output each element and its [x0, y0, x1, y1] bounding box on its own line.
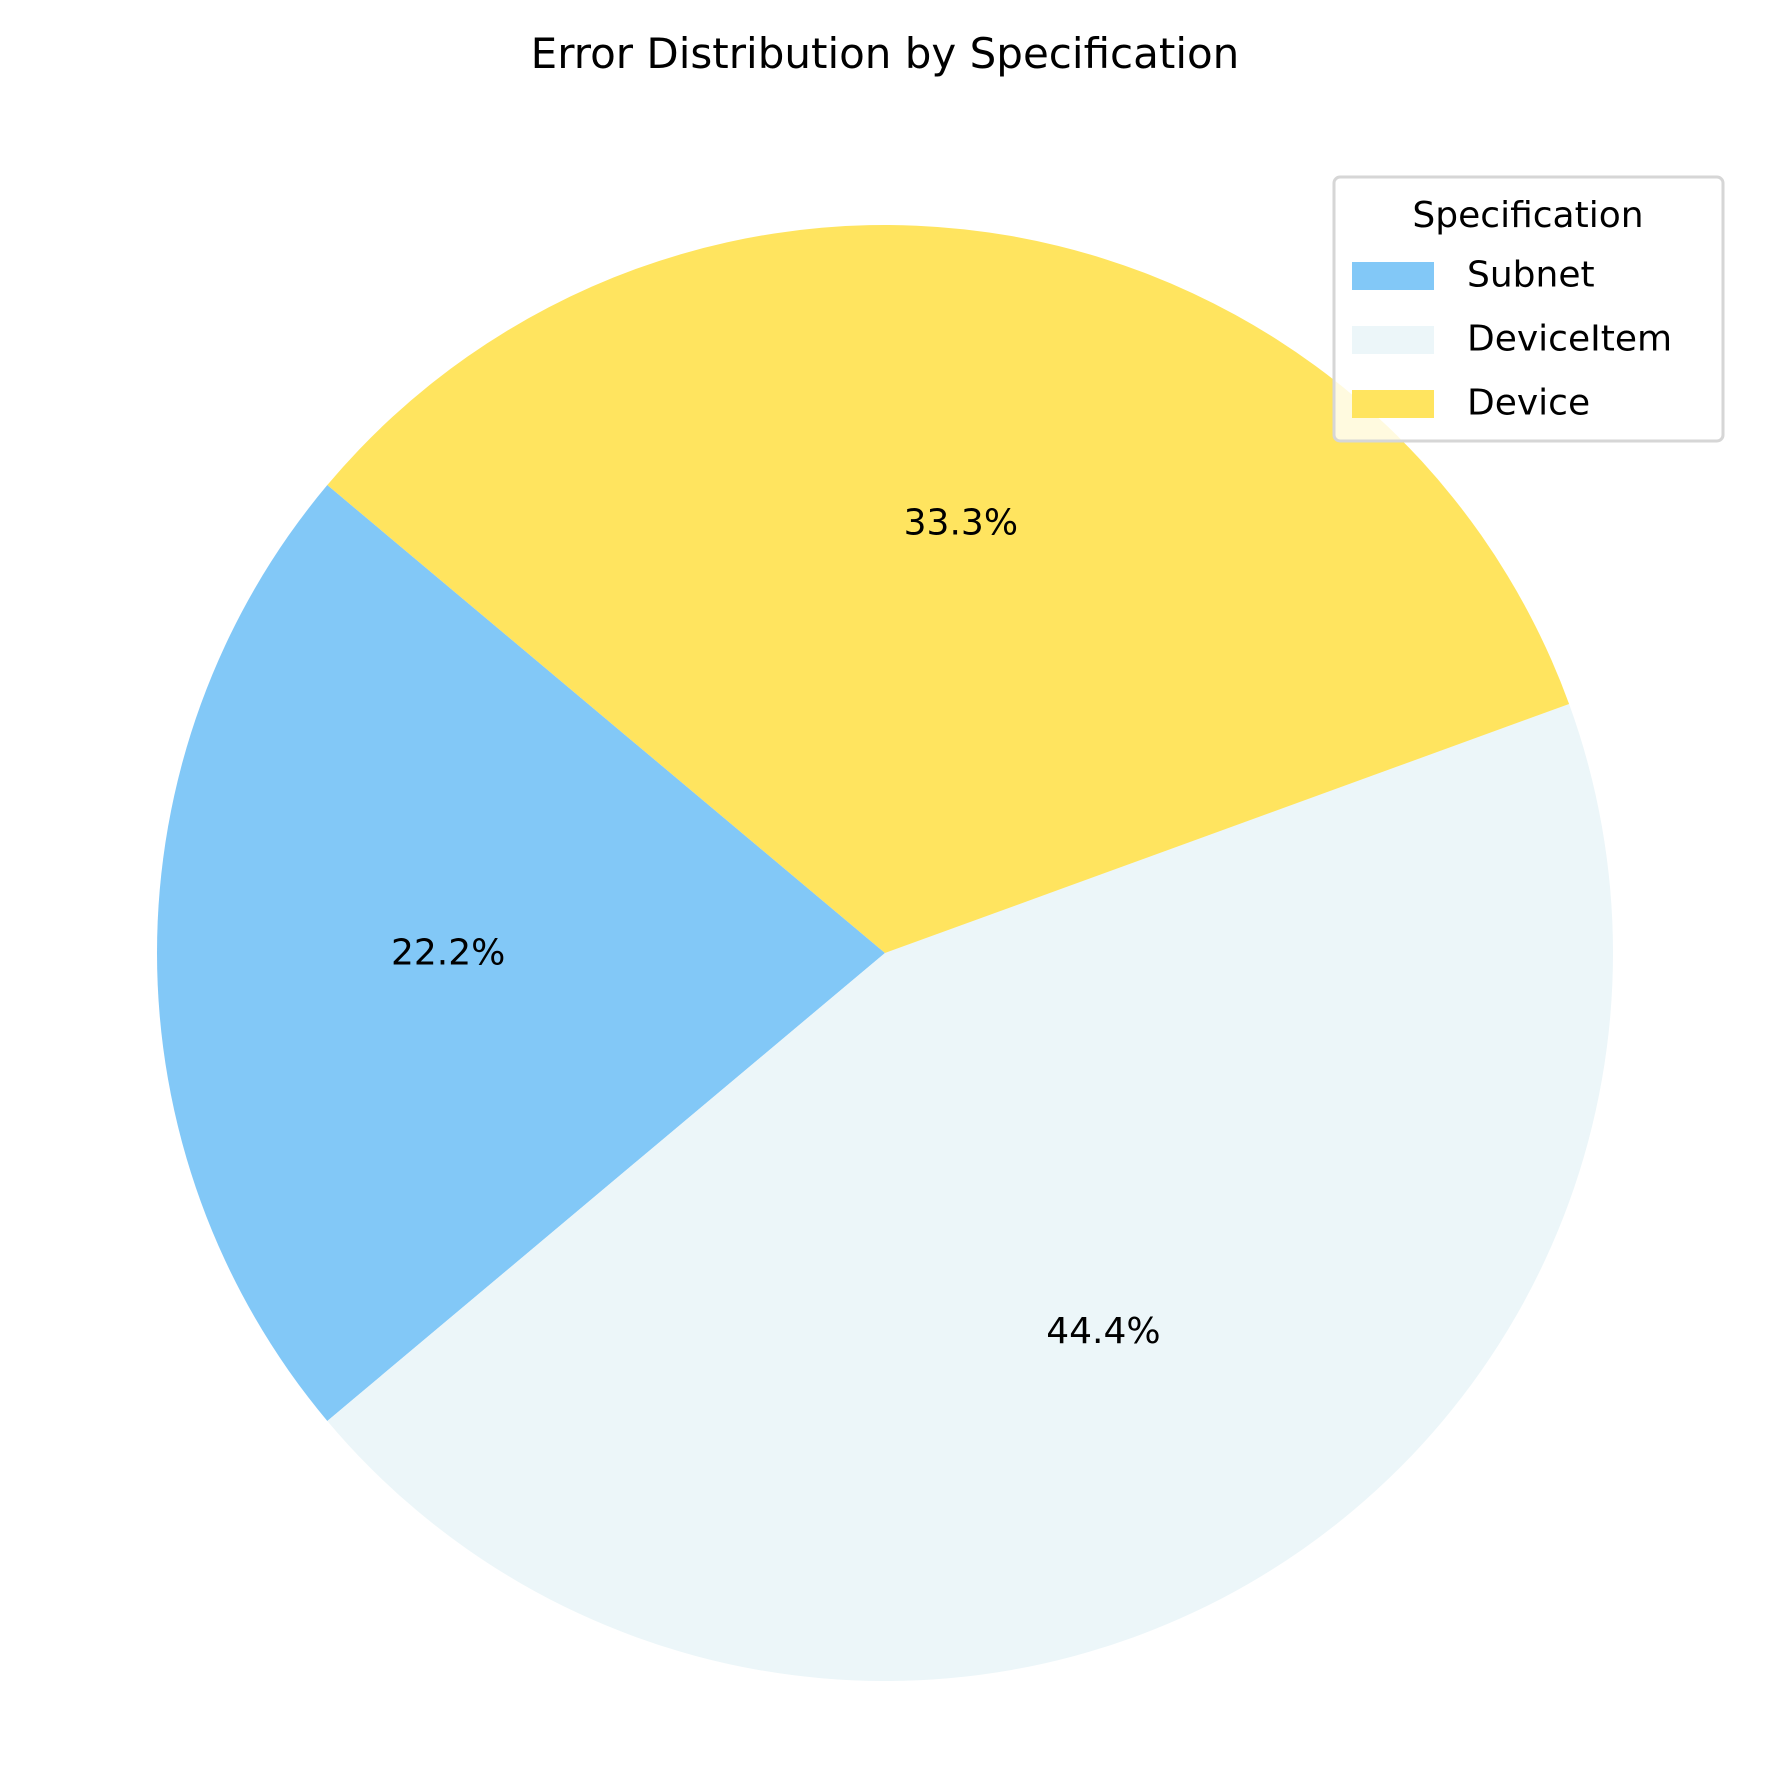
- pie-slice-deviceitem: [327, 704, 1614, 1681]
- pie-slice-labels: 22.2% 44.4% 33.3%: [391, 502, 1161, 1351]
- legend-frame: [1332, 175, 1725, 443]
- slice-label-subnet: 22.2%: [391, 933, 505, 974]
- legend-items: Subnet DeviceItem Device: [1352, 255, 1672, 424]
- pie-slices: [157, 225, 1614, 1681]
- slice-label-deviceitem: 44.4%: [1046, 1311, 1160, 1352]
- legend: Specification Subnet DeviceItem Device: [1332, 175, 1725, 443]
- pie-slice-subnet: [157, 485, 886, 1421]
- legend-swatch-subnet: [1352, 262, 1434, 290]
- legend-label-deviceitem: DeviceItem: [1467, 319, 1672, 360]
- chart-title: Error Distribution by Specification: [531, 29, 1240, 78]
- slice-label-device: 33.3%: [904, 502, 1018, 543]
- legend-swatch-deviceitem: [1352, 326, 1434, 354]
- legend-label-subnet: Subnet: [1467, 255, 1595, 296]
- legend-title: Specification: [1412, 195, 1643, 236]
- pie-slice-device: [327, 225, 1570, 953]
- legend-label-device: Device: [1467, 383, 1590, 424]
- legend-swatch-device: [1352, 390, 1434, 418]
